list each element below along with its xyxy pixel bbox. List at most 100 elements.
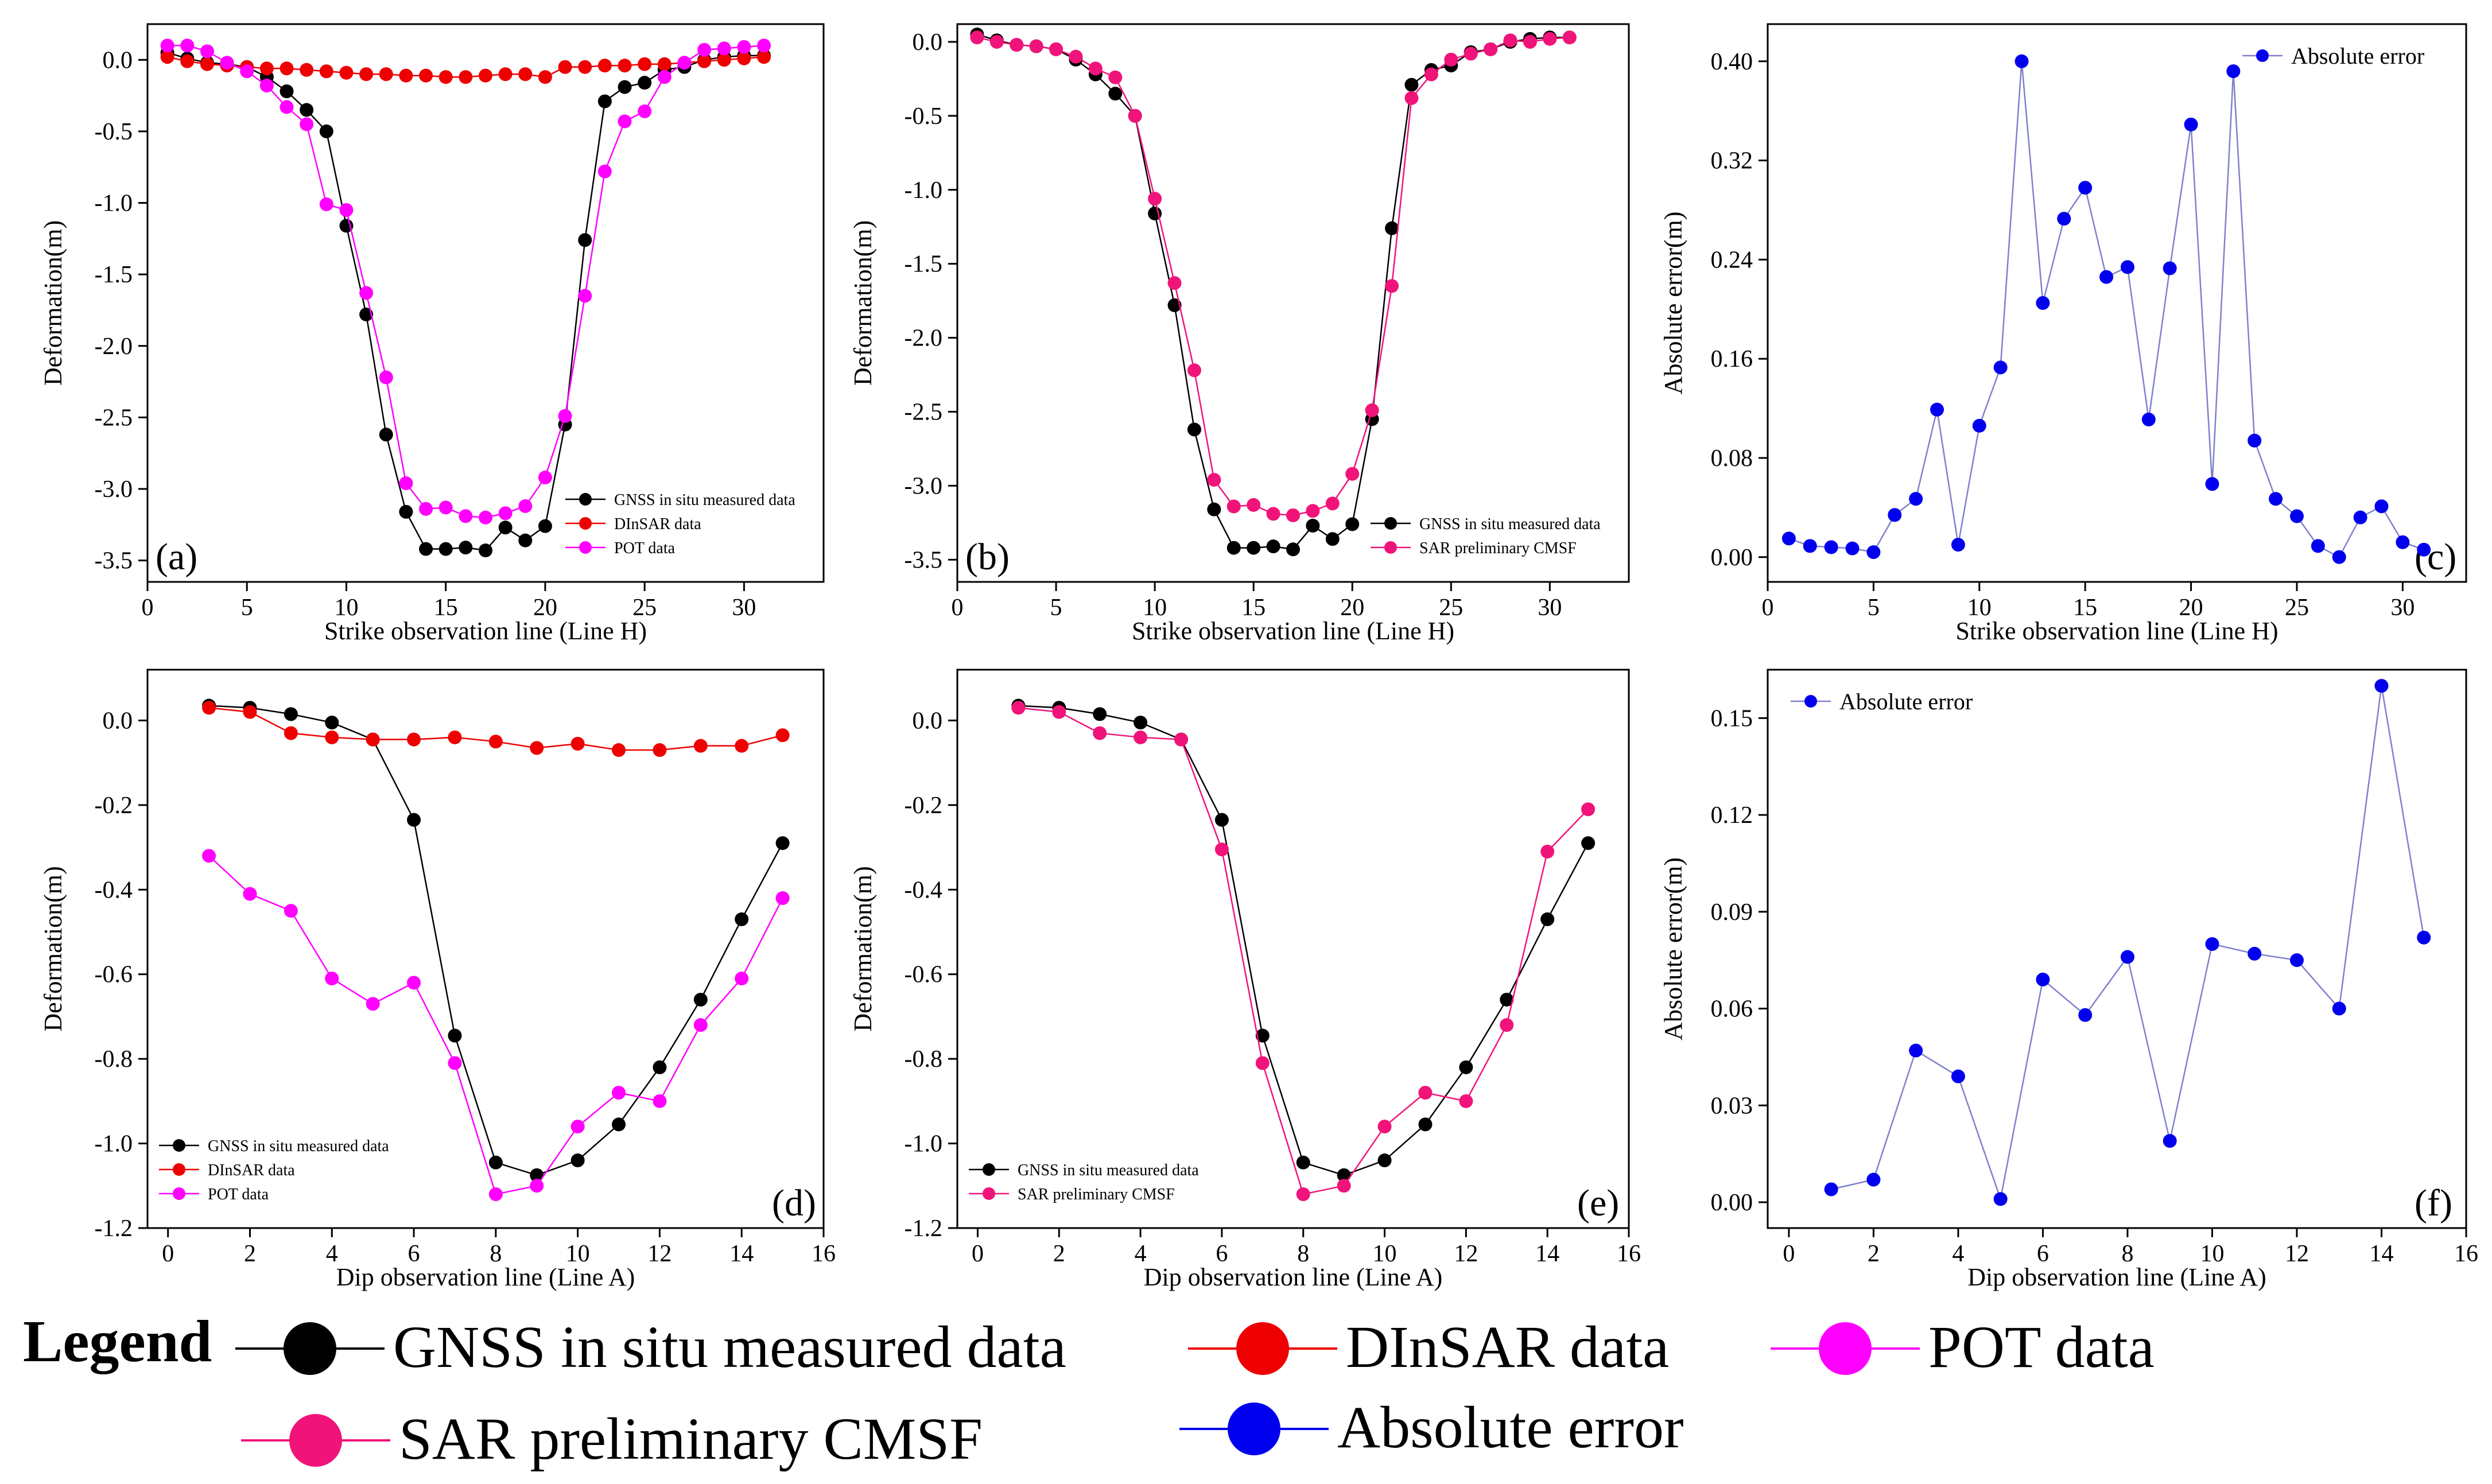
data-point-dinsar (558, 60, 572, 74)
data-point-abs_error (2163, 261, 2177, 275)
data-point-dinsar (530, 741, 544, 755)
data-point-pot (180, 38, 195, 53)
series-line-abs_error (1788, 61, 2424, 558)
data-point-cmsf (1418, 1086, 1433, 1100)
y-tick-label: 0.40 (1711, 49, 1753, 75)
data-point-gnss (1306, 519, 1320, 533)
x-tick-label: 6 (408, 1241, 420, 1267)
data-point-gnss (1093, 707, 1107, 721)
chart-legend: GNSS in situ measured data SAR preliminar… (1371, 515, 1601, 557)
data-point-cmsf (1069, 49, 1083, 64)
series-line-gnss (977, 33, 1570, 550)
data-point-cmsf (1581, 802, 1596, 817)
data-point-pot (325, 972, 339, 986)
series-gnss (160, 45, 771, 558)
legend-marker (1804, 695, 1817, 708)
legend-entry-marker (1819, 1322, 1872, 1375)
x-axis-label: Dip observation line (Line A) (1967, 1263, 2266, 1291)
data-point-pot (259, 79, 274, 93)
y-tick-label: 0.16 (1711, 346, 1753, 372)
x-tick-label: 10 (1373, 1241, 1397, 1267)
data-point-abs_error (2078, 1008, 2093, 1022)
data-point-gnss (479, 543, 492, 558)
data-point-cmsf (1207, 473, 1221, 487)
data-point-gnss (399, 504, 413, 519)
data-point-gnss (518, 533, 533, 547)
x-tick-label: 10 (1967, 595, 1992, 621)
data-point-dinsar (498, 67, 513, 81)
data-point-gnss (1418, 1117, 1433, 1132)
legend-entry-label: GNSS in situ measured data (393, 1314, 1066, 1380)
y-tick-label: -3.5 (95, 548, 133, 574)
data-point-dinsar (202, 701, 216, 715)
data-point-abs_error (2311, 539, 2325, 553)
legend-marker (1384, 517, 1397, 530)
data-point-abs_error (2332, 550, 2346, 564)
x-tick-label: 15 (2073, 595, 2097, 621)
data-point-abs_error (2099, 270, 2114, 284)
data-point-dinsar (775, 728, 790, 743)
y-tick-label: -2.0 (95, 333, 133, 360)
data-point-pot (653, 1094, 667, 1108)
x-tick-label: 2 (244, 1241, 256, 1267)
legend-entry: Absolute error (1179, 1394, 1684, 1460)
data-point-cmsf (1088, 61, 1103, 76)
data-point-pot (597, 164, 612, 178)
data-point-dinsar (737, 51, 751, 65)
data-point-cmsf (1503, 33, 1517, 48)
data-point-cmsf (1266, 507, 1280, 521)
data-point-dinsar (697, 54, 712, 68)
y-tick-label: 0.15 (1711, 705, 1753, 732)
chart-legend: GNSS in situ measured data SAR preliminar… (969, 1161, 1199, 1203)
data-point-cmsf (1247, 498, 1261, 512)
data-point-cmsf (1464, 46, 1478, 61)
data-point-abs_error (1824, 1182, 1838, 1196)
data-point-cmsf (1377, 1120, 1392, 1134)
data-point-gnss (1255, 1028, 1270, 1043)
series-abs_error (1824, 679, 2431, 1206)
data-point-pot (737, 40, 751, 54)
legend-label: Absolute error (2291, 43, 2424, 69)
data-point-cmsf (1500, 1018, 1514, 1032)
data-point-abs_error (2163, 1134, 2177, 1148)
y-tick-label: -1.5 (95, 262, 133, 288)
chart-panel-1: 0 5 10 15 20 25 30 0.0 -0.5 -1.0 -1.5 -2.0 -2.5 -3.0 -… (39, 23, 825, 645)
data-point-gnss (638, 76, 652, 90)
data-point-pot (757, 38, 771, 53)
data-point-pot (379, 370, 393, 384)
data-point-abs_error (2417, 930, 2431, 945)
y-tick-label: 0.24 (1711, 247, 1753, 273)
x-tick-label: 16 (812, 1241, 836, 1267)
data-point-gnss (597, 94, 612, 108)
data-point-dinsar (518, 67, 533, 81)
x-tick-label: 30 (2390, 595, 2415, 621)
x-tick-label: 10 (1143, 595, 1167, 621)
y-tick-label: -3.0 (905, 473, 943, 499)
x-axis-label: Strike observation line (Line H) (1132, 617, 1454, 645)
data-point-dinsar (735, 739, 749, 753)
data-point-pot (359, 286, 374, 300)
data-point-pot (459, 509, 473, 523)
data-point-dinsar (259, 61, 274, 76)
x-tick-label: 12 (1454, 1241, 1478, 1267)
data-point-cmsf (1306, 504, 1320, 518)
legend-label: GNSS in situ measured data (1018, 1161, 1199, 1179)
x-tick-label: 2 (1053, 1241, 1065, 1267)
x-tick-label: 14 (729, 1241, 754, 1267)
y-tick-label: -0.4 (95, 877, 133, 903)
legend-label: DInSAR data (208, 1161, 295, 1179)
x-tick-label: 6 (2037, 1241, 2049, 1267)
data-point-pot (697, 42, 712, 57)
data-point-abs_error (1845, 541, 1860, 555)
data-point-dinsar (717, 53, 731, 67)
data-point-cmsf (1052, 705, 1066, 719)
y-axis-label: Deformation(m) (39, 866, 67, 1031)
data-point-abs_error (1866, 545, 1881, 560)
data-point-abs_error (2332, 1001, 2346, 1016)
data-point-gnss (1325, 532, 1340, 546)
data-point-abs_error (2205, 937, 2219, 951)
legend-entry-label: Absolute error (1337, 1394, 1684, 1460)
legend-entry: POT data (1771, 1314, 2155, 1380)
data-point-gnss (1148, 207, 1162, 221)
data-point-gnss (1345, 517, 1360, 531)
